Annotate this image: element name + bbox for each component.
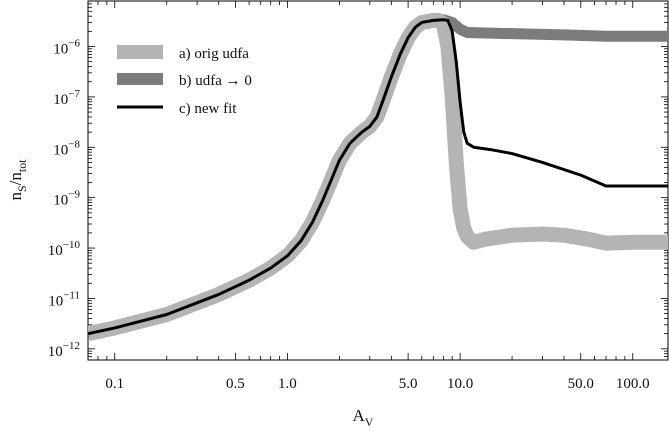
- series-layer: [88, 12, 668, 341]
- y-tick-label: 10−7: [53, 88, 80, 108]
- y-tick-label-base: 10: [48, 243, 63, 259]
- y-tick-label: 10−10: [48, 239, 81, 259]
- y-axis-label-sub-1: S: [15, 185, 29, 192]
- y-tick-label: 10−9: [53, 189, 80, 209]
- y-tick-label-base: 10: [48, 293, 63, 309]
- y-tick-label: 10−6: [53, 38, 80, 58]
- x-tick-label: 5.0: [399, 376, 418, 392]
- y-tick-label-exponent: −8: [68, 138, 80, 150]
- y-tick-label-base: 10: [48, 344, 63, 360]
- legend-label-orig-udfa: a) orig udfa: [179, 46, 249, 62]
- x-tick-label: 100.0: [616, 376, 650, 392]
- legend-label-udfa-zero: b) udfa → 0: [179, 73, 252, 89]
- y-axis-label-sub-2: tot: [15, 159, 29, 172]
- x-tick-label: 0.1: [105, 376, 124, 392]
- y-tick-label-exponent: −12: [63, 340, 80, 352]
- x-tick-label: 1.0: [278, 376, 297, 392]
- y-tick-label-exponent: −11: [63, 289, 80, 301]
- x-axis-label-sub: V: [365, 415, 374, 429]
- x-axis-label-main: A: [353, 406, 366, 425]
- y-axis-label-main: n: [6, 192, 25, 201]
- y-tick-label-exponent: −7: [68, 88, 80, 100]
- y-tick-label: 10−11: [48, 289, 80, 309]
- plot-frame: [87, 0, 669, 361]
- x-tick-label: 50.0: [568, 376, 594, 392]
- y-tick-label-exponent: −6: [68, 38, 80, 50]
- x-tick-labels: 0.1 0.5 1.0 5.0 10.0 50.0 100.0: [105, 376, 649, 392]
- y-tick-label-base: 10: [53, 92, 68, 108]
- legend: a) orig udfa b) udfa → 0 c) new fit: [117, 45, 252, 117]
- y-axis-label: nS/ntot: [6, 159, 29, 201]
- y-tick-label-base: 10: [53, 193, 68, 209]
- x-tick-label: 0.5: [226, 376, 245, 392]
- axis-ticks: [87, 0, 668, 361]
- x-tick-label: 10.0: [447, 376, 473, 392]
- y-tick-label: 10−8: [53, 138, 80, 158]
- y-tick-label-exponent: −10: [63, 239, 81, 251]
- y-tick-label-exponent: −9: [68, 189, 80, 201]
- legend-label-new-fit: c) new fit: [179, 101, 237, 117]
- y-axis-label-slash: /n: [6, 172, 25, 186]
- series-line-orig-udfa: [88, 12, 668, 341]
- y-tick-label-base: 10: [53, 142, 68, 158]
- y-tick-label: 10−12: [48, 340, 80, 360]
- x-axis-label: AV: [353, 406, 374, 429]
- y-tick-label-base: 10: [53, 42, 68, 58]
- series-line-new-fit: [88, 18, 668, 336]
